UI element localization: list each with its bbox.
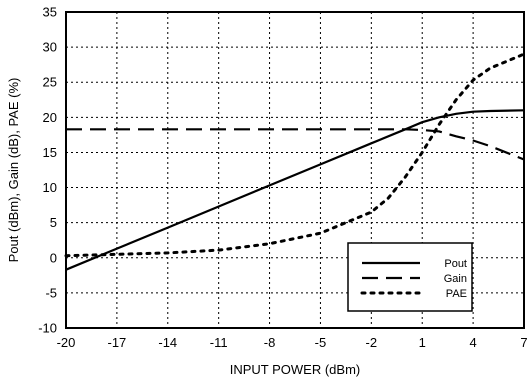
- x-tick-label: -20: [57, 335, 76, 350]
- y-tick-label: 5: [50, 215, 57, 230]
- y-axis-label: Pout (dBm), Gain (dB), PAE (%): [6, 78, 21, 263]
- x-tick-label: -14: [158, 335, 177, 350]
- y-tick-label: 30: [43, 40, 57, 55]
- x-tick-label: -5: [315, 335, 327, 350]
- legend-items: Pout Gain PAE: [360, 258, 467, 300]
- x-tick-label: -17: [107, 335, 126, 350]
- y-tick-label: -10: [38, 321, 57, 336]
- x-tick-label: -2: [366, 335, 378, 350]
- y-tick-label: 25: [43, 75, 57, 90]
- series-line-pout: [65, 109, 525, 271]
- series-layer: [64, 52, 526, 271]
- y-tick-label: 10: [43, 180, 57, 195]
- y-tick-label: 20: [43, 110, 57, 125]
- y-tick-label: 0: [50, 250, 57, 265]
- x-tick-label: -11: [210, 335, 228, 350]
- series-line-pae: [64, 52, 526, 258]
- legend: Pout Gain PAE: [347, 242, 473, 312]
- tick-layer: -20 -17 -14 -11 -8 -5 -2 1 4 7 -10 -5 0 5 10 15 20 25 30 35: [38, 5, 527, 351]
- x-tick-label: 1: [419, 335, 426, 350]
- x-tick-label: -8: [264, 335, 276, 350]
- x-axis-label: INPUT POWER (dBm): [230, 362, 361, 377]
- legend-label-pout: Pout: [444, 258, 467, 270]
- plot-frame: [65, 11, 525, 329]
- y-tick-label: 15: [43, 145, 57, 160]
- x-tick-label: 4: [469, 335, 476, 350]
- y-tick-label: -5: [45, 285, 57, 300]
- legend-label-gain: Gain: [444, 273, 467, 285]
- y-tick-label: 35: [43, 5, 57, 20]
- series-line-gain: [66, 128, 525, 161]
- legend-label-pae: PAE: [446, 288, 467, 300]
- x-tick-label: 7: [520, 335, 527, 350]
